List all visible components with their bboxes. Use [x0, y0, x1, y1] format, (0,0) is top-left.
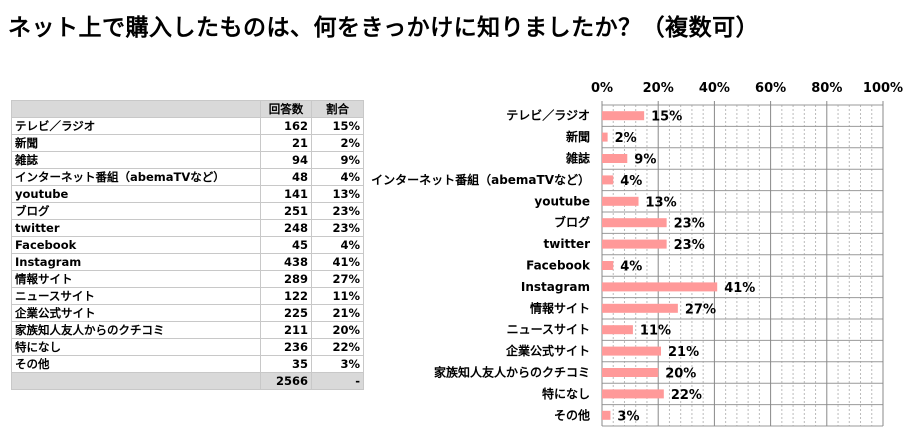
table-row: インターネット番組（abemaTVなど） 48 4% — [11, 168, 364, 186]
bar — [602, 132, 608, 142]
bar — [602, 154, 628, 163]
data-label: 22% — [671, 388, 702, 403]
row-label: 特になし — [11, 338, 261, 356]
percent-cell: - — [311, 372, 364, 390]
x-tick-label: 40% — [699, 81, 730, 96]
x-tick-label: 100% — [863, 81, 903, 96]
percent-cell: 22% — [311, 338, 364, 356]
data-table: 回答数 割合 テレビ／ラジオ 162 15% 新聞 21 2% 雑誌 94 9% インターネット番組（… — [11, 100, 364, 390]
x-tick-label: 60% — [755, 81, 786, 96]
bar — [602, 218, 667, 228]
count-cell: 162 — [260, 117, 312, 135]
bar — [602, 389, 664, 399]
bar — [602, 368, 659, 377]
category-label: youtube — [534, 194, 590, 208]
category-label: 企業公式サイト — [505, 343, 590, 358]
data-label: 3% — [617, 409, 639, 424]
percent-cell: 3% — [311, 355, 364, 373]
x-tick-label: 20% — [643, 81, 674, 96]
category-label: その他 — [554, 407, 590, 422]
data-label: 23% — [674, 217, 705, 232]
bar — [602, 196, 639, 206]
category-label: Facebook — [526, 259, 591, 273]
table-row: その他 35 3% — [11, 355, 364, 373]
category-label: テレビ／ラジオ — [506, 108, 590, 123]
category-label: 新聞 — [566, 129, 590, 144]
data-label: 9% — [634, 153, 656, 168]
bar — [602, 111, 645, 121]
table-row: 家族知人友人からのクチコミ 211 20% — [11, 321, 364, 339]
bar — [602, 282, 718, 292]
data-label: 4% — [620, 174, 642, 189]
row-label: ブログ — [11, 202, 261, 220]
bar — [602, 410, 611, 420]
row-label: 新聞 — [11, 134, 261, 152]
category-label: Instagram — [521, 280, 590, 294]
page-title: ネット上で購入したものは、何をきっかけに知りましたか？（複数可） — [8, 15, 760, 41]
data-label: 21% — [668, 345, 699, 360]
category-label: ニュースサイト — [507, 323, 590, 337]
data-label: 11% — [640, 324, 671, 339]
bar — [602, 261, 614, 270]
data-label: 4% — [620, 260, 642, 275]
category-label: 情報サイト — [530, 300, 590, 315]
table-row: 特になし 236 22% — [11, 338, 364, 356]
category-label: インターネット番組（abemaTVなど） — [371, 172, 590, 187]
table-row: 企業公式サイト 225 21% — [11, 304, 364, 322]
category-label: 特になし — [542, 386, 590, 401]
bar — [602, 303, 678, 313]
count-cell: 48 — [260, 168, 312, 186]
bar — [602, 175, 614, 185]
bar — [602, 325, 633, 335]
table-total-row: 2566- — [11, 372, 364, 390]
row-label: ニュースサイト — [11, 287, 261, 305]
category-label: 家族知人友人からのクチコミ — [434, 365, 590, 380]
table-row: twitter 248 23% — [11, 219, 364, 237]
category-label: twitter — [544, 237, 591, 251]
category-label: 雑誌 — [565, 151, 590, 166]
data-label: 13% — [646, 195, 677, 210]
table-row: ブログ 251 23% — [11, 202, 364, 220]
count-cell: 211 — [260, 321, 312, 339]
data-label: 23% — [674, 238, 705, 253]
x-tick-label: 80% — [811, 81, 842, 96]
row-label: twitter — [11, 219, 261, 237]
row-label — [11, 372, 261, 390]
category-label: ブログ — [554, 215, 590, 230]
bar — [602, 346, 662, 356]
data-label: 41% — [724, 281, 755, 296]
data-label: 2% — [615, 131, 637, 146]
data-label: 20% — [665, 367, 696, 382]
bar — [602, 239, 667, 249]
table-row: ニュースサイト 122 11% — [11, 287, 364, 305]
count-cell: 2566 — [260, 372, 312, 390]
data-label: 27% — [685, 302, 716, 317]
table-row: 新聞 21 2% — [11, 134, 364, 152]
data-label: 15% — [651, 110, 682, 125]
x-tick-label: 0% — [591, 81, 613, 96]
count-cell: 122 — [260, 287, 312, 305]
